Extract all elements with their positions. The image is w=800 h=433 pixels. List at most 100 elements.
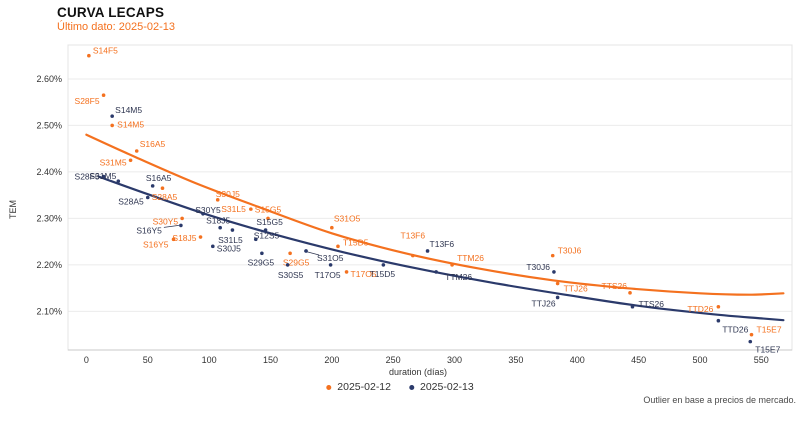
x-tick-label: 200 (324, 355, 339, 365)
point-label: TTM26 (457, 253, 484, 263)
legend-item: 2025-02-12 (326, 381, 391, 393)
point-label: S31L5 (218, 235, 243, 245)
point-label: TTD26 (722, 325, 748, 335)
data-point (198, 235, 203, 239)
data-point (336, 244, 340, 249)
data-point (716, 318, 721, 323)
data-point (749, 332, 754, 337)
data-point (748, 339, 753, 344)
data-point (110, 123, 114, 128)
data-point (330, 225, 334, 230)
data-point (145, 195, 150, 200)
point-label: S30Y5 (195, 205, 221, 215)
data-point (550, 253, 555, 258)
data-point (552, 270, 556, 274)
point-label: S31L5 (221, 204, 246, 214)
data-point (434, 270, 438, 274)
chart-title: CURVA LECAPS (57, 5, 165, 20)
x-tick-label: 350 (508, 355, 523, 365)
point-label: S18J5 (172, 233, 196, 243)
point-label: S16A5 (146, 173, 172, 183)
legend-item: 2025-02-13 (409, 381, 474, 393)
point-label: T30J6 (526, 262, 550, 272)
point-label: S28F5 (75, 96, 100, 106)
data-point (630, 304, 635, 309)
data-point (180, 216, 184, 221)
y-axis-title: TEM (8, 200, 18, 219)
point-label: S18J5 (206, 216, 230, 226)
point-label: TTD26 (687, 304, 713, 314)
data-point (266, 216, 270, 221)
point-label: S31M5 (89, 171, 116, 181)
data-point (263, 228, 268, 232)
x-tick-label: 550 (754, 355, 769, 365)
point-label: T13F6 (401, 231, 426, 241)
label-leader-line (163, 224, 179, 228)
x-tick-label: 250 (386, 355, 401, 365)
point-label: S30J5 (217, 243, 241, 253)
point-label: TTS26 (602, 281, 628, 291)
data-point (288, 251, 292, 256)
data-point (344, 270, 349, 274)
point-label: TTJ26 (532, 298, 556, 308)
point-label: S16Y5 (136, 225, 162, 235)
data-point (160, 186, 165, 191)
point-label: S16Y5 (143, 239, 169, 249)
data-point (87, 53, 91, 58)
point-label: S28F5 (75, 172, 100, 182)
point-label: T17O5 (351, 269, 377, 279)
data-point (411, 253, 415, 258)
point-label: S14M5 (117, 119, 144, 129)
data-point (171, 237, 176, 242)
point-label: S30J5 (216, 189, 240, 199)
data-point (555, 281, 560, 286)
data-point (450, 263, 454, 267)
data-point (128, 158, 133, 163)
point-label: S29G5 (283, 257, 310, 267)
x-tick-label: 0 (84, 355, 89, 365)
point-label: S15G5 (255, 204, 282, 214)
x-tick-label: 300 (447, 355, 462, 365)
point-label: S30Y5 (153, 216, 179, 226)
x-tick-label: 100 (202, 355, 217, 365)
point-label: S31O5 (317, 253, 344, 263)
data-point (101, 174, 106, 179)
data-point (201, 211, 205, 216)
point-label: S31O5 (334, 214, 361, 224)
trend-line-2025-02-12 (85, 133, 785, 296)
data-point (249, 207, 253, 211)
point-label: S16A5 (140, 139, 166, 149)
point-label: S31M5 (100, 157, 127, 167)
point-label: S14F5 (93, 46, 118, 56)
x-tick-label: 500 (692, 355, 707, 365)
point-label: TTM26 (445, 272, 472, 282)
point-label: T15D5 (370, 269, 396, 279)
x-tick-label: 400 (570, 355, 585, 365)
data-point (304, 249, 308, 253)
point-label: S14M5 (115, 105, 142, 115)
data-point (260, 251, 264, 256)
legend-dot (326, 384, 332, 390)
y-tick-label: 2.40% (36, 167, 62, 177)
data-point (381, 263, 386, 267)
point-label: S28A5 (118, 197, 144, 207)
data-point (253, 237, 258, 242)
data-point (179, 223, 183, 228)
point-label: T13F6 (430, 239, 455, 249)
data-point (211, 244, 215, 249)
y-tick-label: 2.50% (36, 120, 62, 130)
point-label: S28A5 (152, 192, 178, 202)
point-label: T15E7 (755, 345, 780, 355)
legend-label: 2025-02-13 (420, 381, 474, 393)
point-label: S15G5 (256, 217, 283, 227)
point-label: S12S5 (254, 230, 280, 240)
data-point (150, 184, 155, 188)
x-tick-label: 450 (631, 355, 646, 365)
data-point (218, 225, 222, 230)
data-point (555, 295, 560, 300)
data-point (230, 228, 235, 232)
point-label: T15D5 (343, 237, 369, 247)
